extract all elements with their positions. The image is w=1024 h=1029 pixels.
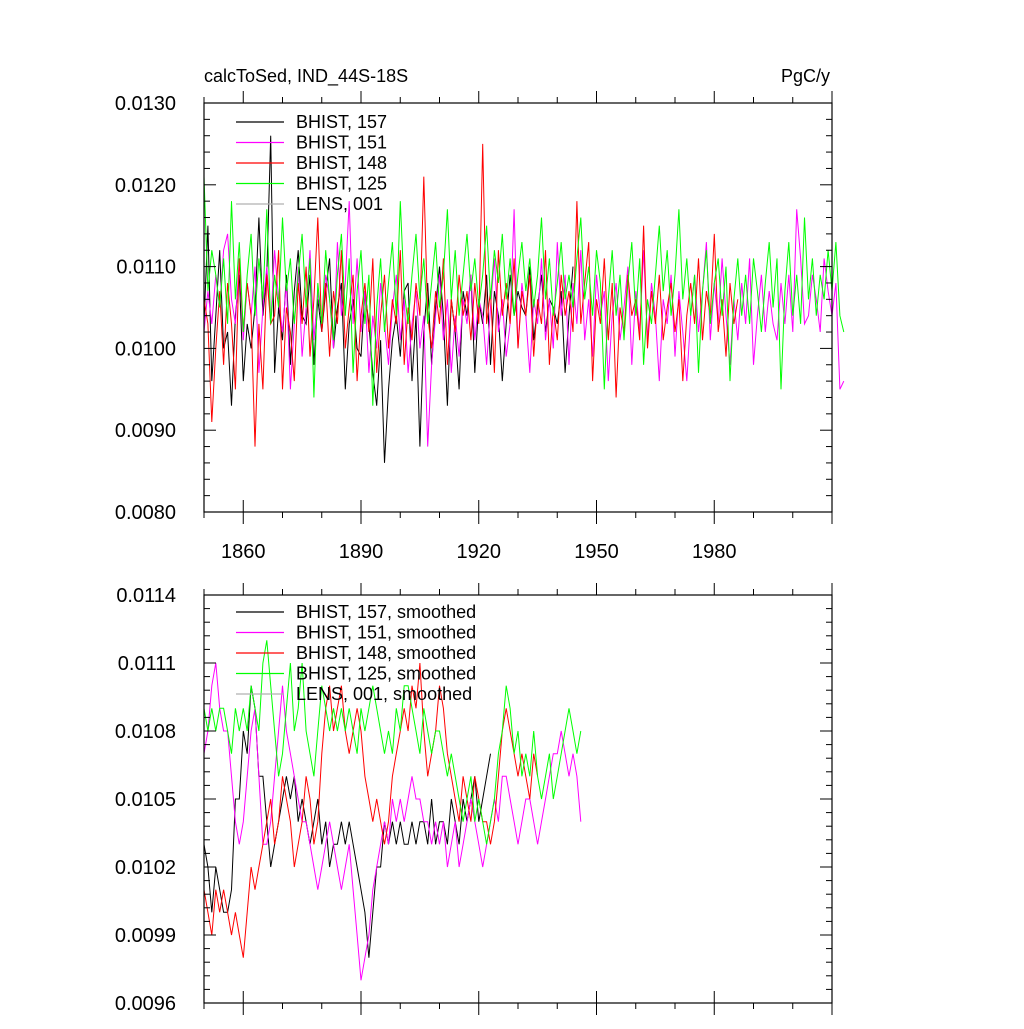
y-tick-label: 0.0080 — [115, 502, 176, 524]
chart-panel-1: calcToSed, IND_44S-18S PgC/y 0.0080 0.0090 0… — [115, 66, 845, 563]
y-tick-label: 0.0130 — [115, 93, 176, 115]
x-tick-label: 1920 — [457, 541, 502, 563]
y-tick-label: 0.0102 — [115, 857, 176, 879]
legend-label: BHIST, 125 — [296, 174, 387, 194]
legend-label: BHIST, 148, smoothed — [296, 643, 476, 663]
legend-label: BHIST, 125, smoothed — [296, 664, 476, 684]
x-tick-label: 1860 — [221, 541, 266, 563]
y-tick-label: 0.0105 — [115, 789, 176, 811]
y-tick-label: 0.0111 — [118, 653, 176, 675]
y-tick-label: 0.0100 — [115, 338, 176, 360]
chart-title: calcToSed, IND_44S-18S — [204, 66, 408, 87]
y-tick-label: 0.0120 — [115, 175, 176, 197]
x-tick-label: 1890 — [339, 541, 384, 563]
series-line-2 — [203, 201, 845, 447]
legend-label: BHIST, 157 — [296, 112, 387, 132]
series-line-4 — [203, 176, 845, 406]
y-tick-label: 0.0108 — [115, 721, 176, 743]
y-tick-label: 0.0114 — [116, 585, 176, 607]
units-label: PgC/y — [781, 66, 830, 86]
chart-panel-2: 0.0096 0.0099 0.0102 0.0105 0.0108 0.0111 0.01… — [115, 583, 833, 1015]
y-tick-label: 0.0090 — [115, 420, 176, 442]
x-tick-label: 1980 — [692, 541, 737, 563]
y-tick-label: 0.0099 — [115, 925, 176, 947]
y-tick-label: 0.0110 — [116, 257, 176, 279]
series-line-2 — [203, 662, 582, 981]
series-line-4 — [203, 640, 582, 845]
legend-label: BHIST, 151, smoothed — [296, 623, 476, 643]
series-line-1 — [203, 135, 574, 463]
legend-label: LENS, 001, smoothed — [296, 684, 472, 704]
y-tick-label: 0.0096 — [115, 993, 176, 1015]
legend-label: BHIST, 157, smoothed — [296, 602, 476, 622]
x-tick-label: 1950 — [574, 541, 619, 563]
series-line-3 — [203, 143, 739, 447]
legend-label: BHIST, 151 — [296, 133, 387, 153]
legend-label: BHIST, 148 — [296, 153, 387, 173]
legend-label: LENS, 001 — [296, 194, 383, 214]
